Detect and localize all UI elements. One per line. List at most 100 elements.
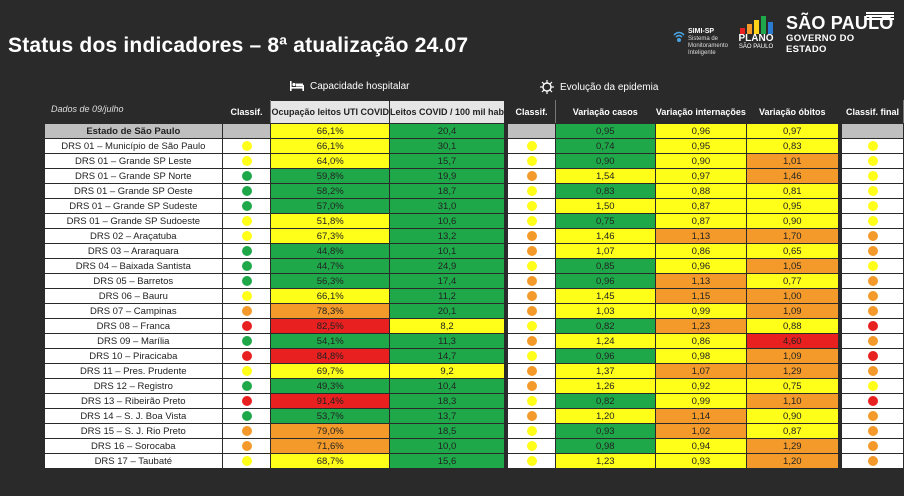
region-name: DRS 17 – Taubaté — [44, 453, 223, 469]
uti-occupancy-value: 59,8% — [270, 168, 390, 184]
table-row: DRS 09 – Marília 54,1% 11,3 1,24 0,86 4,60 — [44, 333, 904, 349]
classif-hospital-cell — [221, 423, 272, 439]
deaths-variation-value: 1,05 — [745, 258, 839, 274]
cases-variation-value: 1,45 — [554, 288, 656, 304]
cases-variation-value: 0,82 — [554, 393, 656, 409]
hospitalizations-variation-value: 0,92 — [654, 378, 747, 394]
table-row: DRS 12 – Registro 49,3% 10,4 1,26 0,92 0,75 — [44, 378, 904, 394]
table-row: DRS 05 – Barretos 56,3% 17,4 0,96 1,13 0,77 — [44, 273, 904, 289]
covid-beds-value: 15,7 — [388, 153, 506, 169]
classif-hospital-dot-icon — [241, 305, 252, 316]
hospitalizations-variation-value: 0,96 — [654, 258, 747, 274]
classif-epidemic-cell — [507, 273, 556, 289]
final-classif-cell — [841, 333, 904, 349]
deaths-variation-value: 1,00 — [745, 288, 839, 304]
cases-variation-value: 0,74 — [554, 138, 656, 154]
covid-beds-value: 20,1 — [388, 303, 506, 319]
final-classif-cell — [841, 378, 904, 394]
classif-epidemic-dot-icon — [526, 200, 537, 211]
region-name: DRS 01 – Grande SP Sudeste — [44, 198, 223, 214]
final-classif-dot-icon — [867, 140, 878, 151]
deaths-variation-value: 1,10 — [745, 393, 839, 409]
uti-occupancy-value: 66,1% — [270, 138, 390, 154]
classif-epidemic-cell — [507, 228, 556, 244]
table-row: DRS 13 – Ribeirão Preto 91,4% 18,3 0,82 0,99… — [44, 393, 904, 409]
classif-hospital-cell — [221, 198, 272, 214]
col-classif-hospital: Classif. — [221, 100, 272, 124]
classif-epidemic-dot-icon — [526, 335, 537, 346]
cases-variation-value: 0,85 — [554, 258, 656, 274]
final-classif-cell — [841, 183, 904, 199]
classif-epidemic-cell — [507, 213, 556, 229]
hospitalizations-variation-value: 0,87 — [654, 213, 747, 229]
table-row: DRS 04 – Baixada Santista 44,7% 24,9 0,85 0,… — [44, 258, 904, 274]
gap-cell — [503, 453, 509, 469]
cases-variation-value: 0,95 — [554, 123, 656, 139]
col-date: Dados de 09/julho — [44, 100, 223, 124]
final-classif-cell — [841, 243, 904, 259]
final-classif-dot-icon — [867, 215, 878, 226]
cases-variation-value: 1,50 — [554, 198, 656, 214]
uti-occupancy-value: 44,8% — [270, 243, 390, 259]
deaths-variation-value: 0,95 — [745, 198, 839, 214]
plano-bars-icon — [733, 16, 779, 34]
covid-beds-value: 13,2 — [388, 228, 506, 244]
uti-occupancy-value: 71,6% — [270, 438, 390, 454]
region-name: DRS 11 – Pres. Prudente — [44, 363, 223, 379]
hospitalizations-variation-value: 0,88 — [654, 183, 747, 199]
uti-occupancy-value: 66,1% — [270, 123, 390, 139]
final-classif-dot-icon — [867, 425, 878, 436]
final-classif-dot-icon — [867, 380, 878, 391]
classif-hospital-cell — [221, 243, 272, 259]
simi-sub-2: Monitoramento — [688, 43, 729, 49]
hospitalizations-variation-value: 0,86 — [654, 333, 747, 349]
classif-epidemic-cell — [507, 333, 556, 349]
final-classif-cell — [841, 273, 904, 289]
final-classif-cell — [841, 303, 904, 319]
hospitalizations-variation-value: 1,02 — [654, 423, 747, 439]
cases-variation-value: 0,75 — [554, 213, 656, 229]
region-name: DRS 03 – Araraquara — [44, 243, 223, 259]
deaths-variation-value: 1,20 — [745, 453, 839, 469]
table-row: DRS 14 – S. J. Boa Vista 53,7% 13,7 1,20 1,1… — [44, 408, 904, 424]
page-title: Status dos indicadores – 8ª atualização … — [8, 34, 469, 57]
deaths-variation-value: 0,87 — [745, 423, 839, 439]
uti-occupancy-value: 69,7% — [270, 363, 390, 379]
table-row: DRS 17 – Taubaté 68,7% 15,6 1,23 0,93 1,20 — [44, 453, 904, 469]
table-row: DRS 01 – Grande SP Oeste 58,2% 18,7 0,83 0,8… — [44, 183, 904, 199]
final-classif-dot-icon — [867, 320, 878, 331]
table-row: DRS 11 – Pres. Prudente 69,7% 9,2 1,37 1,07 1… — [44, 363, 904, 379]
classif-epidemic-cell — [507, 138, 556, 154]
deaths-variation-value: 0,65 — [745, 243, 839, 259]
uti-occupancy-value: 53,7% — [270, 408, 390, 424]
cases-variation-value: 0,96 — [554, 273, 656, 289]
final-classif-cell — [841, 228, 904, 244]
classif-epidemic-cell — [507, 258, 556, 274]
virus-icon — [540, 80, 554, 94]
final-classif-cell — [841, 438, 904, 454]
sp-sub-label: GOVERNO DO ESTADO — [786, 33, 855, 55]
classif-epidemic-dot-icon — [526, 455, 537, 466]
classif-epidemic-dot-icon — [526, 365, 537, 376]
classif-epidemic-dot-icon — [526, 410, 537, 421]
table-row: DRS 03 – Araraquara 44,8% 10,1 1,07 0,86 0,65 — [44, 243, 904, 259]
uti-occupancy-value: 79,0% — [270, 423, 390, 439]
classif-epidemic-cell — [507, 198, 556, 214]
hospitalizations-variation-value: 1,14 — [654, 408, 747, 424]
classif-hospital-dot-icon — [241, 335, 252, 346]
uti-occupancy-value: 56,3% — [270, 273, 390, 289]
table-row: DRS 16 – Sorocaba 71,6% 10,0 0,98 0,94 1,29 — [44, 438, 904, 454]
uti-occupancy-value: 57,0% — [270, 198, 390, 214]
classif-hospital-cell — [221, 318, 272, 334]
region-name: DRS 01 – Grande SP Sudoeste — [44, 213, 223, 229]
classif-hospital-dot-icon — [241, 230, 252, 241]
classif-epidemic-cell — [507, 363, 556, 379]
covid-beds-value: 31,0 — [388, 198, 506, 214]
table-row: DRS 01 – Grande SP Sudoeste 51,8% 10,6 0,75… — [44, 213, 904, 229]
region-name: DRS 04 – Baixada Santista — [44, 258, 223, 274]
final-classif-dot-icon — [867, 410, 878, 421]
classif-epidemic-cell — [507, 378, 556, 394]
region-name: DRS 13 – Ribeirão Preto — [44, 393, 223, 409]
simi-label: SIMI-SP — [688, 28, 715, 35]
cases-variation-value: 1,07 — [554, 243, 656, 259]
